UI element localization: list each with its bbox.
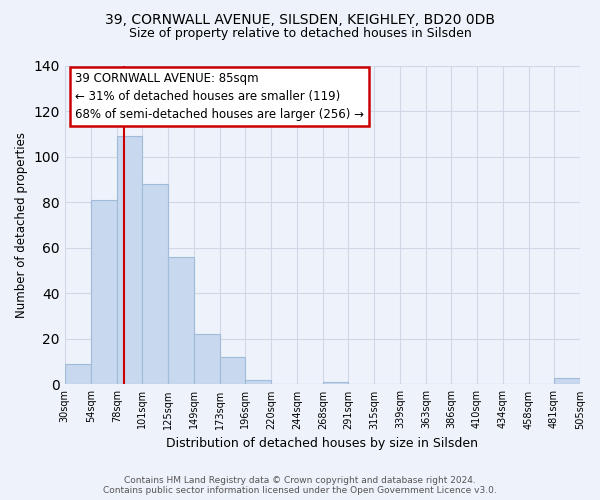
Text: 39, CORNWALL AVENUE, SILSDEN, KEIGHLEY, BD20 0DB: 39, CORNWALL AVENUE, SILSDEN, KEIGHLEY, … xyxy=(105,12,495,26)
Bar xyxy=(323,382,347,384)
Text: Size of property relative to detached houses in Silsden: Size of property relative to detached ho… xyxy=(128,28,472,40)
Bar xyxy=(117,136,142,384)
X-axis label: Distribution of detached houses by size in Silsden: Distribution of detached houses by size … xyxy=(166,437,478,450)
Bar xyxy=(168,257,194,384)
Bar xyxy=(554,378,580,384)
Bar xyxy=(245,380,271,384)
Bar xyxy=(194,334,220,384)
Bar xyxy=(142,184,167,384)
Y-axis label: Number of detached properties: Number of detached properties xyxy=(15,132,28,318)
Text: Contains HM Land Registry data © Crown copyright and database right 2024.
Contai: Contains HM Land Registry data © Crown c… xyxy=(103,476,497,495)
Bar xyxy=(91,200,116,384)
Bar xyxy=(220,357,245,384)
Bar xyxy=(65,364,91,384)
Text: 39 CORNWALL AVENUE: 85sqm
← 31% of detached houses are smaller (119)
68% of semi: 39 CORNWALL AVENUE: 85sqm ← 31% of detac… xyxy=(75,72,364,121)
